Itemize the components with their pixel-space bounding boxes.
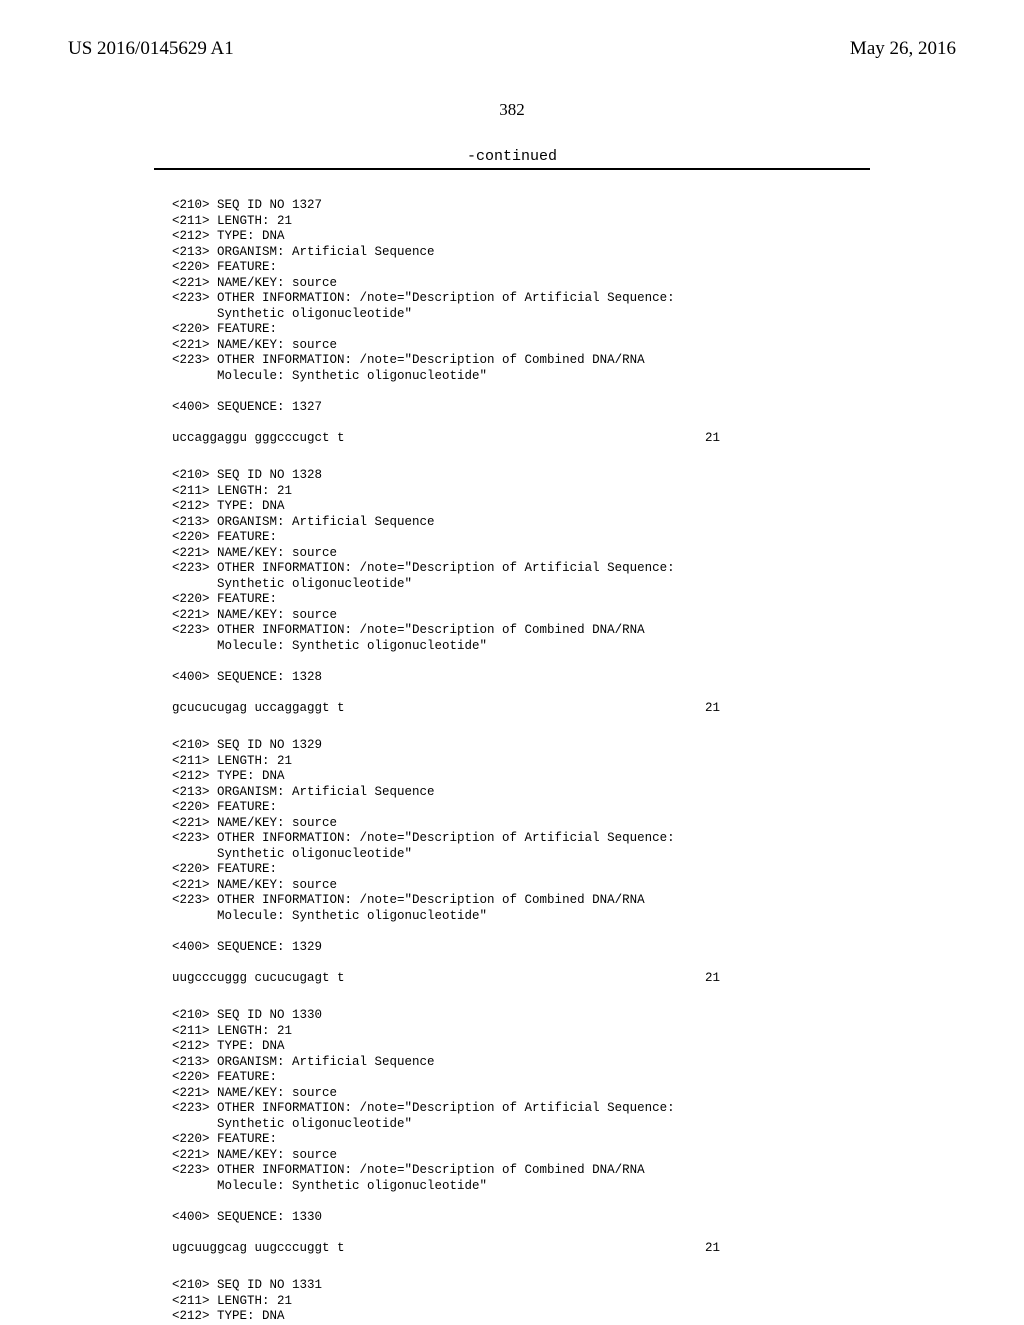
sequence-metadata-line: <221> NAME/KEY: source (172, 816, 852, 832)
sequence-metadata-line: <223> OTHER INFORMATION: /note="Descript… (172, 893, 852, 909)
sequence-metadata-line: <211> LENGTH: 21 (172, 1294, 852, 1310)
sequence-metadata-line: <223> OTHER INFORMATION: /note="Descript… (172, 623, 852, 639)
blank-line (172, 415, 852, 431)
sequence-metadata-line: <220> FEATURE: (172, 322, 852, 338)
sequence-data-row: uccaggaggu gggcccugct t 21 (172, 431, 720, 447)
sequence-block: <210> SEQ ID NO 1328<211> LENGTH: 21<212… (172, 468, 852, 716)
sequence-data-row: gcucucugag uccaggaggt t 21 (172, 701, 720, 717)
sequence-metadata-line: <220> FEATURE: (172, 1070, 852, 1086)
sequence-metadata-line: Molecule: Synthetic oligonucleotide" (172, 909, 852, 925)
sequence-metadata-line: <220> FEATURE: (172, 800, 852, 816)
sequence-metadata-line: <221> NAME/KEY: source (172, 608, 852, 624)
sequence-metadata-line: <223> OTHER INFORMATION: /note="Descript… (172, 561, 852, 577)
page-number: 382 (0, 100, 1024, 120)
sequence-metadata-line: <210> SEQ ID NO 1330 (172, 1008, 852, 1024)
sequence-length: 21 (705, 431, 720, 447)
sequence-metadata-line: <212> TYPE: DNA (172, 229, 852, 245)
publication-number: US 2016/0145629 A1 (68, 38, 234, 60)
sequence-metadata-line: <221> NAME/KEY: source (172, 1086, 852, 1102)
sequence-metadata-line: <212> TYPE: DNA (172, 499, 852, 515)
sequence-metadata-line: <220> FEATURE: (172, 530, 852, 546)
sequence-metadata-line: <210> SEQ ID NO 1329 (172, 738, 852, 754)
sequence-metadata-line: <210> SEQ ID NO 1331 (172, 1278, 852, 1294)
sequence-metadata-line: <400> SEQUENCE: 1328 (172, 670, 852, 686)
sequence-metadata-line: Synthetic oligonucleotide" (172, 1117, 852, 1133)
sequence-length: 21 (705, 701, 720, 717)
continued-label: -continued (0, 148, 1024, 165)
sequence-metadata-line: <221> NAME/KEY: source (172, 878, 852, 894)
sequence-metadata-line: <400> SEQUENCE: 1327 (172, 400, 852, 416)
sequence-length: 21 (705, 1241, 720, 1257)
sequence-metadata-line: <211> LENGTH: 21 (172, 484, 852, 500)
sequence-metadata-line: <223> OTHER INFORMATION: /note="Descript… (172, 831, 852, 847)
sequence-metadata-line: Molecule: Synthetic oligonucleotide" (172, 1179, 852, 1195)
sequence-metadata-line: <212> TYPE: DNA (172, 769, 852, 785)
sequence-metadata-line: Synthetic oligonucleotide" (172, 307, 852, 323)
sequence-block: <210> SEQ ID NO 1329<211> LENGTH: 21<212… (172, 738, 852, 986)
sequence-metadata-line: Synthetic oligonucleotide" (172, 847, 852, 863)
sequence-metadata-line: <213> ORGANISM: Artificial Sequence (172, 1055, 852, 1071)
sequence-text: uccaggaggu gggcccugct t (172, 431, 345, 447)
sequence-metadata-line: <223> OTHER INFORMATION: /note="Descript… (172, 1163, 852, 1179)
sequence-text: ugcuuggcag uugcccuggt t (172, 1241, 345, 1257)
sequence-metadata-line: <212> TYPE: DNA (172, 1039, 852, 1055)
sequence-metadata-line: Synthetic oligonucleotide" (172, 577, 852, 593)
sequence-metadata-line: <223> OTHER INFORMATION: /note="Descript… (172, 291, 852, 307)
sequence-metadata-line (172, 1194, 852, 1210)
sequence-data-row: ugcuuggcag uugcccuggt t 21 (172, 1241, 720, 1257)
sequence-text: gcucucugag uccaggaggt t (172, 701, 345, 717)
sequence-metadata-line (172, 384, 852, 400)
sequence-metadata-line: <223> OTHER INFORMATION: /note="Descript… (172, 353, 852, 369)
sequence-metadata-line: <223> OTHER INFORMATION: /note="Descript… (172, 1101, 852, 1117)
blank-line (172, 685, 852, 701)
sequence-metadata-line: <220> FEATURE: (172, 862, 852, 878)
sequence-metadata-line: <211> LENGTH: 21 (172, 1024, 852, 1040)
sequence-metadata-line: <220> FEATURE: (172, 260, 852, 276)
sequence-metadata-line: <211> LENGTH: 21 (172, 214, 852, 230)
sequence-metadata-line: <213> ORGANISM: Artificial Sequence (172, 245, 852, 261)
sequence-metadata-line: <213> ORGANISM: Artificial Sequence (172, 515, 852, 531)
sequence-block: <210> SEQ ID NO 1327<211> LENGTH: 21<212… (172, 198, 852, 446)
sequence-length: 21 (705, 971, 720, 987)
sequence-metadata-line: <221> NAME/KEY: source (172, 1148, 852, 1164)
sequence-metadata-line: Molecule: Synthetic oligonucleotide" (172, 369, 852, 385)
sequence-data-row: uugcccuggg cucucugagt t 21 (172, 971, 720, 987)
sequence-metadata-line: <211> LENGTH: 21 (172, 754, 852, 770)
sequence-metadata-line (172, 924, 852, 940)
sequence-text: uugcccuggg cucucugagt t (172, 971, 345, 987)
sequence-metadata-line: <221> NAME/KEY: source (172, 546, 852, 562)
page-header: US 2016/0145629 A1 May 26, 2016 (0, 38, 1024, 60)
sequence-metadata-line: <220> FEATURE: (172, 1132, 852, 1148)
publication-date: May 26, 2016 (850, 38, 956, 60)
sequence-metadata-line: <212> TYPE: DNA (172, 1309, 852, 1325)
sequence-block: <210> SEQ ID NO 1331<211> LENGTH: 21<212… (172, 1278, 852, 1325)
blank-line (172, 1225, 852, 1241)
sequence-metadata-line: <400> SEQUENCE: 1330 (172, 1210, 852, 1226)
sequence-metadata-line: <221> NAME/KEY: source (172, 338, 852, 354)
sequence-metadata-line: Molecule: Synthetic oligonucleotide" (172, 639, 852, 655)
sequence-metadata-line: <210> SEQ ID NO 1328 (172, 468, 852, 484)
divider (154, 168, 870, 170)
sequence-metadata-line: <220> FEATURE: (172, 592, 852, 608)
sequence-metadata-line: <213> ORGANISM: Artificial Sequence (172, 785, 852, 801)
sequence-metadata-line (172, 654, 852, 670)
blank-line (172, 955, 852, 971)
sequence-metadata-line: <400> SEQUENCE: 1329 (172, 940, 852, 956)
sequence-metadata-line: <210> SEQ ID NO 1327 (172, 198, 852, 214)
sequence-block: <210> SEQ ID NO 1330<211> LENGTH: 21<212… (172, 1008, 852, 1256)
sequence-metadata-line: <221> NAME/KEY: source (172, 276, 852, 292)
